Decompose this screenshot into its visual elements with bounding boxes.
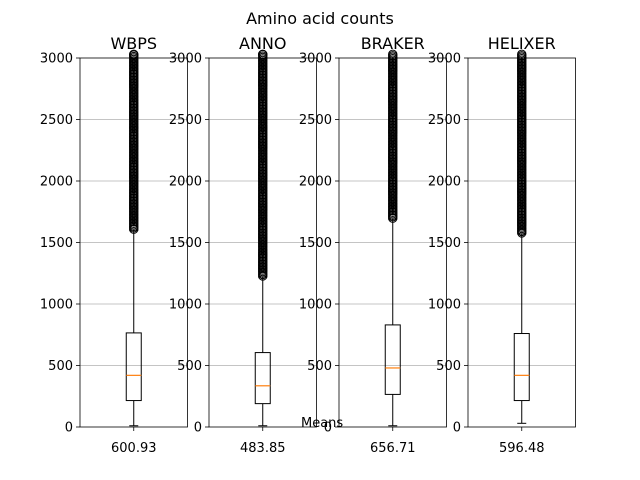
- y-tick-label: 1500: [40, 236, 73, 251]
- box-iqr: [384, 324, 401, 395]
- panel-title: HELIXER: [488, 34, 556, 53]
- panel-title: WBPS: [110, 34, 157, 53]
- x-tick-label-mean: 656.71: [370, 441, 416, 456]
- box-iqr: [254, 352, 271, 405]
- y-tick-label: 2500: [40, 113, 73, 128]
- y-tick-label: 500: [307, 359, 332, 374]
- y-tick-label: 500: [436, 359, 461, 374]
- box-iqr: [125, 332, 142, 402]
- x-tick-label-mean: 596.48: [499, 441, 545, 456]
- means-note: Means: [301, 416, 343, 431]
- panel-anno: 0 500 1000 1500 2000 2500 3000 483.85 ANNO: [169, 34, 317, 456]
- outlier-points: [517, 49, 527, 238]
- x-tick-label-mean: 600.93: [111, 441, 157, 456]
- panels: 0 500 1000 1500 2000 2500 3000 600.93 WBPS 0 500 10…: [40, 34, 576, 456]
- outlier-point: [129, 49, 139, 60]
- y-tick-label: 2000: [40, 175, 73, 190]
- outlier-point: [388, 49, 398, 60]
- outlier-point: [258, 49, 268, 60]
- x-tick-label-mean: 483.85: [240, 441, 286, 456]
- panel-braker: 0 500 1000 1500 2000 2500 3000 656.71 BRAKER: [299, 34, 447, 456]
- y-tick-label: 2500: [428, 113, 461, 128]
- y-tick-label: 1500: [299, 236, 332, 251]
- panel-wbps: 0 500 1000 1500 2000 2500 3000 600.93 WBPS: [40, 34, 188, 456]
- y-tick-label: 1000: [40, 298, 73, 313]
- y-tick-label: 3000: [428, 52, 461, 67]
- y-tick-label: 1000: [428, 298, 461, 313]
- y-tick-label: 0: [453, 421, 461, 436]
- panel-title: BRAKER: [361, 34, 425, 53]
- y-tick-label: 2000: [428, 175, 461, 190]
- y-tick-label: 0: [324, 421, 332, 436]
- figure-title: Amino acid counts: [246, 9, 394, 28]
- y-tick-label: 2000: [299, 175, 332, 190]
- y-tick-label: 500: [177, 359, 202, 374]
- y-tick-label: 1000: [169, 298, 202, 313]
- outlier-points: [258, 49, 268, 281]
- y-tick-label: 2500: [169, 113, 202, 128]
- y-tick-label: 2500: [299, 113, 332, 128]
- outlier-point: [517, 49, 527, 60]
- y-tick-label: 1500: [428, 236, 461, 251]
- outlier-points: [388, 49, 398, 223]
- y-tick-label: 1000: [299, 298, 332, 313]
- y-tick-label: 3000: [40, 52, 73, 67]
- box-iqr: [513, 333, 530, 402]
- y-tick-label: 1500: [169, 236, 202, 251]
- panel-title: ANNO: [239, 34, 286, 53]
- y-tick-label: 500: [48, 359, 73, 374]
- y-tick-label: 0: [194, 421, 202, 436]
- y-tick-label: 3000: [299, 52, 332, 67]
- panel-helixer: 0 500 1000 1500 2000 2500 3000 596.48 HELIXER: [428, 34, 576, 456]
- outlier-points: [129, 49, 139, 234]
- y-tick-label: 2000: [169, 175, 202, 190]
- y-tick-label: 3000: [169, 52, 202, 67]
- y-tick-label: 0: [65, 421, 73, 436]
